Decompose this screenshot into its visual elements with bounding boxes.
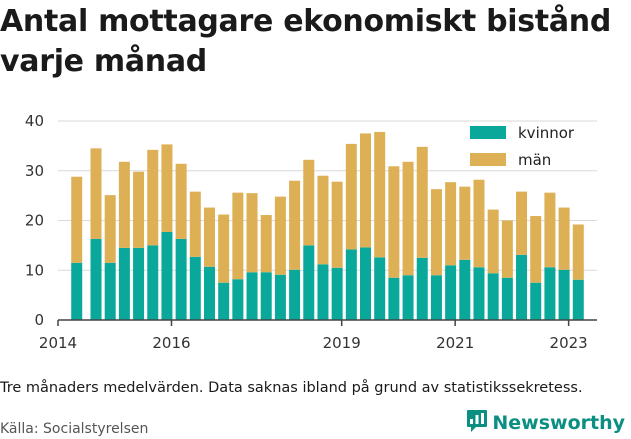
brand-name: Newsworthy — [492, 412, 625, 434]
bar-kvinnor — [289, 269, 301, 320]
bar-man — [218, 214, 230, 283]
bar-kvinnor — [104, 262, 116, 320]
bar-kvinnor — [558, 269, 570, 320]
bar-kvinnor — [501, 277, 513, 320]
legend-swatch-kvinnor — [470, 126, 506, 139]
y-tick-label: 40 — [25, 112, 44, 130]
bar-kvinnor — [260, 272, 272, 320]
bar-man — [445, 182, 457, 266]
bar-man — [203, 207, 215, 267]
brand-logo[interactable]: Newsworthy — [466, 409, 625, 437]
x-tick-label: 2019 — [323, 334, 361, 352]
bar-kvinnor — [161, 231, 173, 320]
bar-man — [274, 196, 286, 275]
bar-kvinnor — [147, 245, 159, 320]
bar-kvinnor — [232, 279, 244, 320]
legend-label-man: män — [518, 151, 551, 169]
y-axis: 0 10 20 30 40 — [25, 112, 44, 329]
y-tick-label: 30 — [25, 162, 44, 180]
chart-title: Antal mottagare ekonomiskt bistånd varje… — [0, 4, 612, 79]
bar-kvinnor — [175, 238, 187, 320]
bar-kvinnor — [189, 256, 201, 320]
bar-man — [147, 149, 159, 246]
bar-man — [161, 144, 173, 232]
bar-man — [317, 175, 329, 265]
bar-man — [118, 161, 130, 248]
x-tick-label: 2016 — [152, 334, 190, 352]
bar-kvinnor — [530, 282, 542, 320]
bar-man — [402, 161, 414, 276]
bar-kvinnor — [203, 266, 215, 320]
bar-kvinnor — [345, 249, 357, 320]
bar-kvinnor — [402, 275, 414, 320]
bar-man — [459, 186, 471, 260]
bar-man — [289, 180, 301, 270]
bar-kvinnor — [544, 267, 556, 320]
x-axis: 2014 2016 2019 2021 2023 — [39, 319, 597, 352]
bar-man — [303, 159, 315, 246]
bar-man — [544, 192, 556, 268]
bar-kvinnor — [388, 277, 400, 320]
bar-man — [473, 179, 485, 268]
bar-chart: 0 10 20 30 40 2014 2016 2019 2021 2023 kvinnor mä… — [25, 112, 597, 352]
bar-chart-logo-icon — [466, 409, 488, 437]
bar-kvinnor — [218, 282, 230, 320]
bar-kvinnor — [360, 247, 372, 320]
bar-man — [572, 224, 584, 280]
bar-man — [246, 193, 258, 273]
bar-man — [487, 209, 499, 274]
bar-man — [501, 220, 513, 278]
bar-man — [133, 171, 145, 248]
bar-kvinnor — [246, 272, 258, 320]
bar-man — [516, 191, 528, 255]
bar-man — [360, 133, 372, 248]
bar-kvinnor — [473, 267, 485, 320]
bar-man — [430, 189, 442, 276]
bar-kvinnor — [90, 238, 102, 320]
y-tick-label: 10 — [25, 261, 44, 279]
bar-man — [260, 215, 272, 273]
bar-man — [416, 146, 428, 258]
bar-man — [331, 181, 343, 268]
y-tick-label: 0 — [34, 311, 44, 329]
bar-man — [388, 166, 400, 278]
bar-man — [530, 216, 542, 283]
x-tick-label: 2021 — [436, 334, 474, 352]
bar-kvinnor — [274, 274, 286, 320]
y-tick-label: 20 — [25, 212, 44, 230]
x-tick-label: 2023 — [550, 334, 588, 352]
x-tick-label: 2014 — [39, 334, 77, 352]
bar-kvinnor — [516, 254, 528, 320]
bar-kvinnor — [118, 247, 130, 320]
bar-kvinnor — [71, 262, 83, 320]
legend-swatch-man — [470, 153, 506, 166]
bar-man — [558, 207, 570, 270]
bars — [71, 131, 584, 320]
bar-man — [345, 143, 357, 250]
bar-man — [374, 131, 386, 258]
bar-kvinnor — [445, 265, 457, 320]
bar-kvinnor — [430, 275, 442, 320]
bar-man — [104, 195, 116, 263]
bar-kvinnor — [416, 257, 428, 320]
bar-kvinnor — [572, 279, 584, 320]
bar-man — [175, 163, 187, 239]
chart-note: Tre månaders medelvärden. Data saknas ib… — [0, 380, 583, 396]
bar-kvinnor — [331, 267, 343, 320]
legend-label-kvinnor: kvinnor — [518, 124, 575, 142]
source-credit: Källa: Socialstyrelsen — [0, 421, 149, 437]
bar-man — [232, 192, 244, 280]
bar-kvinnor — [459, 259, 471, 320]
bar-kvinnor — [374, 257, 386, 320]
legend: kvinnor män — [470, 124, 575, 169]
bar-man — [90, 148, 102, 239]
bar-kvinnor — [303, 245, 315, 320]
bar-kvinnor — [317, 264, 329, 320]
bar-man — [189, 191, 201, 257]
bar-kvinnor — [133, 247, 145, 320]
bar-kvinnor — [487, 273, 499, 320]
bar-man — [71, 176, 83, 263]
